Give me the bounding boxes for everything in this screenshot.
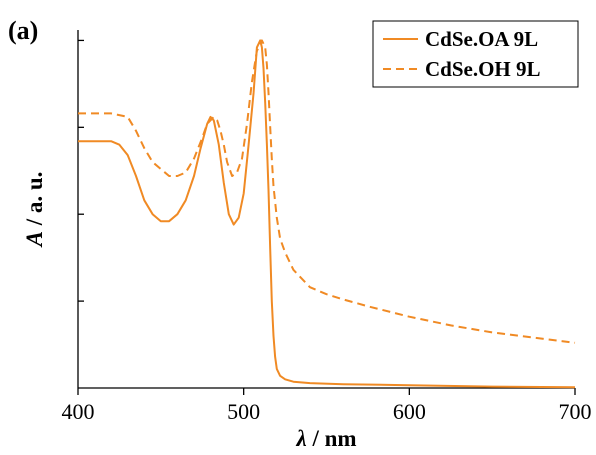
- y-axis-label-symbol: A: [22, 231, 47, 248]
- y-axis-label-unit: / a. u.: [22, 172, 47, 231]
- x-axis-label-unit: / nm: [307, 426, 357, 451]
- x-axis-label-symbol: λ: [295, 426, 306, 451]
- x-ticks: 400 500 600 700: [62, 388, 592, 424]
- legend-box: [372, 20, 579, 88]
- panel-label: (a): [8, 16, 38, 45]
- series-line-1: [78, 39, 576, 344]
- x-tick-label: 500: [227, 399, 260, 424]
- x-tick-label: 700: [559, 399, 592, 424]
- series-line-0: [78, 39, 576, 389]
- axes: [77, 30, 575, 389]
- legend-label-cdse-oh: CdSe.OH 9L: [425, 57, 541, 81]
- x-tick-label: 600: [393, 399, 426, 424]
- y-ticks: [78, 39, 84, 302]
- x-tick-label: 400: [62, 399, 95, 424]
- plot-lines: [78, 39, 576, 389]
- legend-label-cdse-oa: CdSe.OA 9L: [425, 27, 538, 51]
- x-axis-label: λ / nm: [295, 426, 356, 451]
- legend: CdSe.OA 9L CdSe.OH 9L: [372, 20, 579, 88]
- y-axis-label: A / a. u.: [22, 172, 47, 249]
